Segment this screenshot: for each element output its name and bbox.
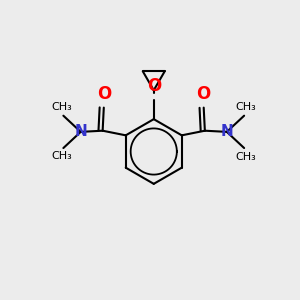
Text: CH₃: CH₃ [52, 152, 73, 161]
Text: CH₃: CH₃ [235, 102, 256, 112]
Text: O: O [196, 85, 211, 103]
Text: N: N [220, 124, 233, 140]
Text: O: O [147, 77, 161, 95]
Text: CH₃: CH₃ [235, 152, 256, 161]
Text: N: N [74, 124, 87, 140]
Text: CH₃: CH₃ [52, 102, 73, 112]
Text: O: O [97, 85, 111, 103]
